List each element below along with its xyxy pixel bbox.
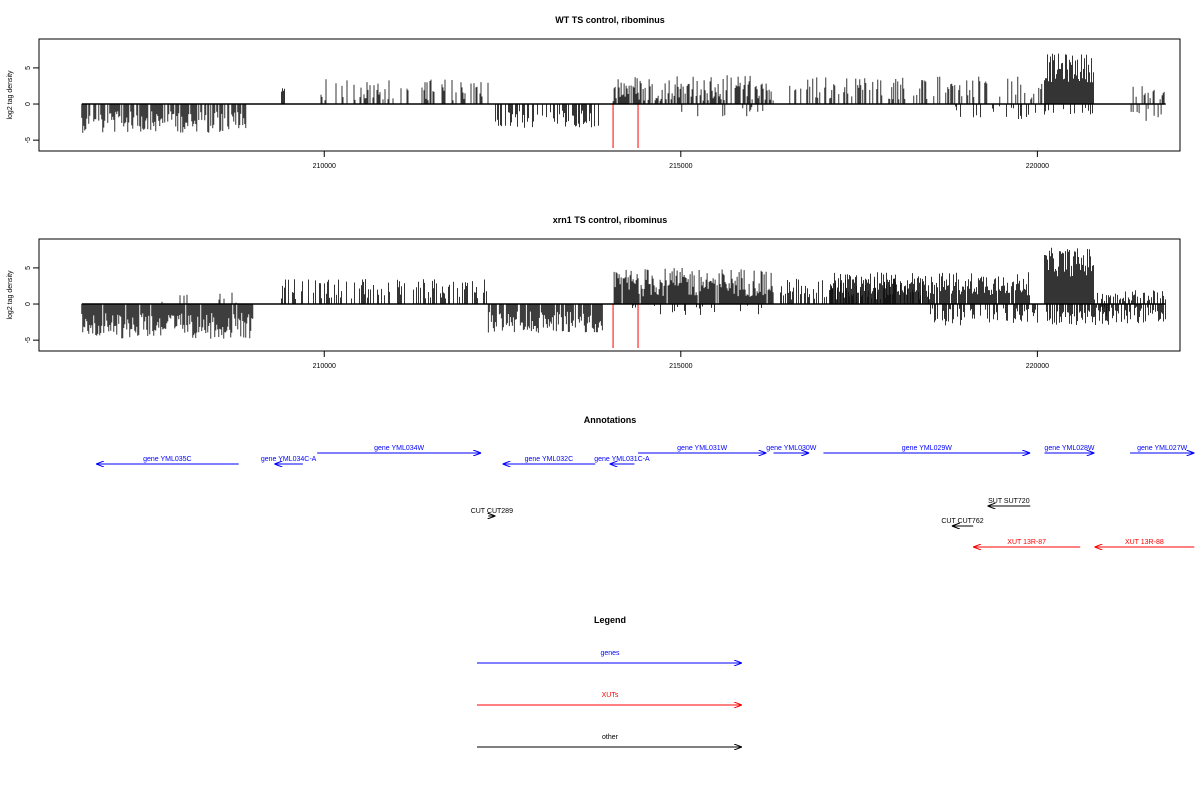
- x-tick-label: 215000: [669, 363, 692, 370]
- annotation-feature: gene YML034W: [317, 445, 482, 453]
- x-tick-label: 220000: [1026, 163, 1049, 170]
- annotation-label: CUT CUT289: [471, 508, 513, 515]
- x-tick-label: 210000: [313, 163, 336, 170]
- y-axis-label: log2 tag density: [7, 70, 14, 120]
- marker-lines: [612, 304, 639, 348]
- legend-item-xut: XUTs: [477, 692, 742, 705]
- annotation-feature: CUT CUT289: [471, 508, 513, 516]
- annotation-feature: gene YML032C: [502, 456, 596, 464]
- y-tick-label: 0: [25, 102, 32, 106]
- legend-item-gene: genes: [477, 650, 742, 663]
- annotation-label: gene YML028W: [1044, 445, 1094, 452]
- legend: Legend genes XUTs other: [477, 615, 742, 747]
- annotation-feature: XUT 13R-88: [1094, 539, 1195, 547]
- annotation-feature: gene YML031C-A: [594, 456, 650, 464]
- annotation-label: gene YML027W: [1137, 445, 1187, 452]
- annotation-features: gene YML035C gene YML034C-A gene YML034W ge…: [96, 445, 1195, 547]
- annotation-label: gene YML035C: [143, 456, 192, 463]
- annotation-label: gene YML031W: [677, 445, 727, 452]
- chart-title: WT TS control, ribominus: [555, 15, 665, 25]
- signal-bars: [81, 247, 1166, 339]
- plot-frame: [38, 38, 1181, 152]
- signal-bars: [81, 53, 1165, 133]
- annotation-label: gene YML032C: [525, 456, 574, 463]
- annotation-label: XUT 13R-88: [1125, 539, 1164, 546]
- annotation-label: gene YML030W: [766, 445, 816, 452]
- annotation-feature: gene YML035C: [96, 456, 239, 464]
- annotation-label: gene YML034W: [374, 445, 424, 452]
- legend-label: other: [602, 734, 619, 741]
- legend-label: XUTs: [602, 692, 619, 699]
- marker-lines: [612, 104, 639, 148]
- annotation-feature: gene YML034C-A: [261, 456, 317, 464]
- x-tick-label: 210000: [313, 363, 336, 370]
- legend-title: Legend: [594, 615, 626, 625]
- legend-item-other: other: [477, 734, 742, 747]
- annotation-label: gene YML031C-A: [594, 456, 650, 463]
- annotation-label: XUT 13R-87: [1007, 539, 1046, 546]
- panel-wt: WT TS control, ribominus log2 tag densit…: [7, 15, 1181, 170]
- y-tick-label: 5: [25, 266, 32, 270]
- y-axis: -5 0 5: [25, 266, 40, 343]
- annotation-feature: gene YML027W: [1130, 445, 1195, 453]
- y-tick-label: -5: [25, 137, 32, 143]
- y-axis: -5 0 5: [25, 66, 40, 143]
- annotation-feature: gene YML030W: [766, 445, 817, 453]
- annotation-feature: XUT 13R-87: [973, 539, 1081, 547]
- panel-xrn1: xrn1 TS control, ribominus log2 tag dens…: [7, 215, 1181, 370]
- x-axis: 210000 215000 220000: [313, 350, 1049, 370]
- annotations-title: Annotations: [584, 415, 637, 425]
- annotation-feature: CUT CUT762: [941, 518, 984, 526]
- annotation-feature: gene YML028W: [1044, 445, 1095, 453]
- annotations-panel: Annotations gene YML035C gene YML034C-Age…: [96, 415, 1195, 547]
- y-tick-label: 5: [25, 66, 32, 70]
- y-tick-label: -5: [25, 337, 32, 343]
- annotation-feature: gene YML029W: [823, 445, 1031, 453]
- x-tick-label: 215000: [669, 163, 692, 170]
- legend-items: genes XUTs other: [477, 650, 742, 747]
- annotation-feature: SUT SUT720: [987, 498, 1031, 506]
- x-tick-label: 220000: [1026, 363, 1049, 370]
- y-axis-label: log2 tag density: [7, 270, 14, 320]
- annotation-label: gene YML029W: [902, 445, 952, 452]
- legend-label: genes: [600, 650, 620, 657]
- chart-title: xrn1 TS control, ribominus: [553, 215, 668, 225]
- annotation-label: SUT SUT720: [988, 498, 1030, 505]
- x-axis: 210000 215000 220000: [313, 150, 1049, 170]
- annotation-label: gene YML034C-A: [261, 456, 317, 463]
- y-tick-label: 0: [25, 302, 32, 306]
- annotation-feature: gene YML031W: [638, 445, 767, 453]
- annotation-label: CUT CUT762: [941, 518, 983, 525]
